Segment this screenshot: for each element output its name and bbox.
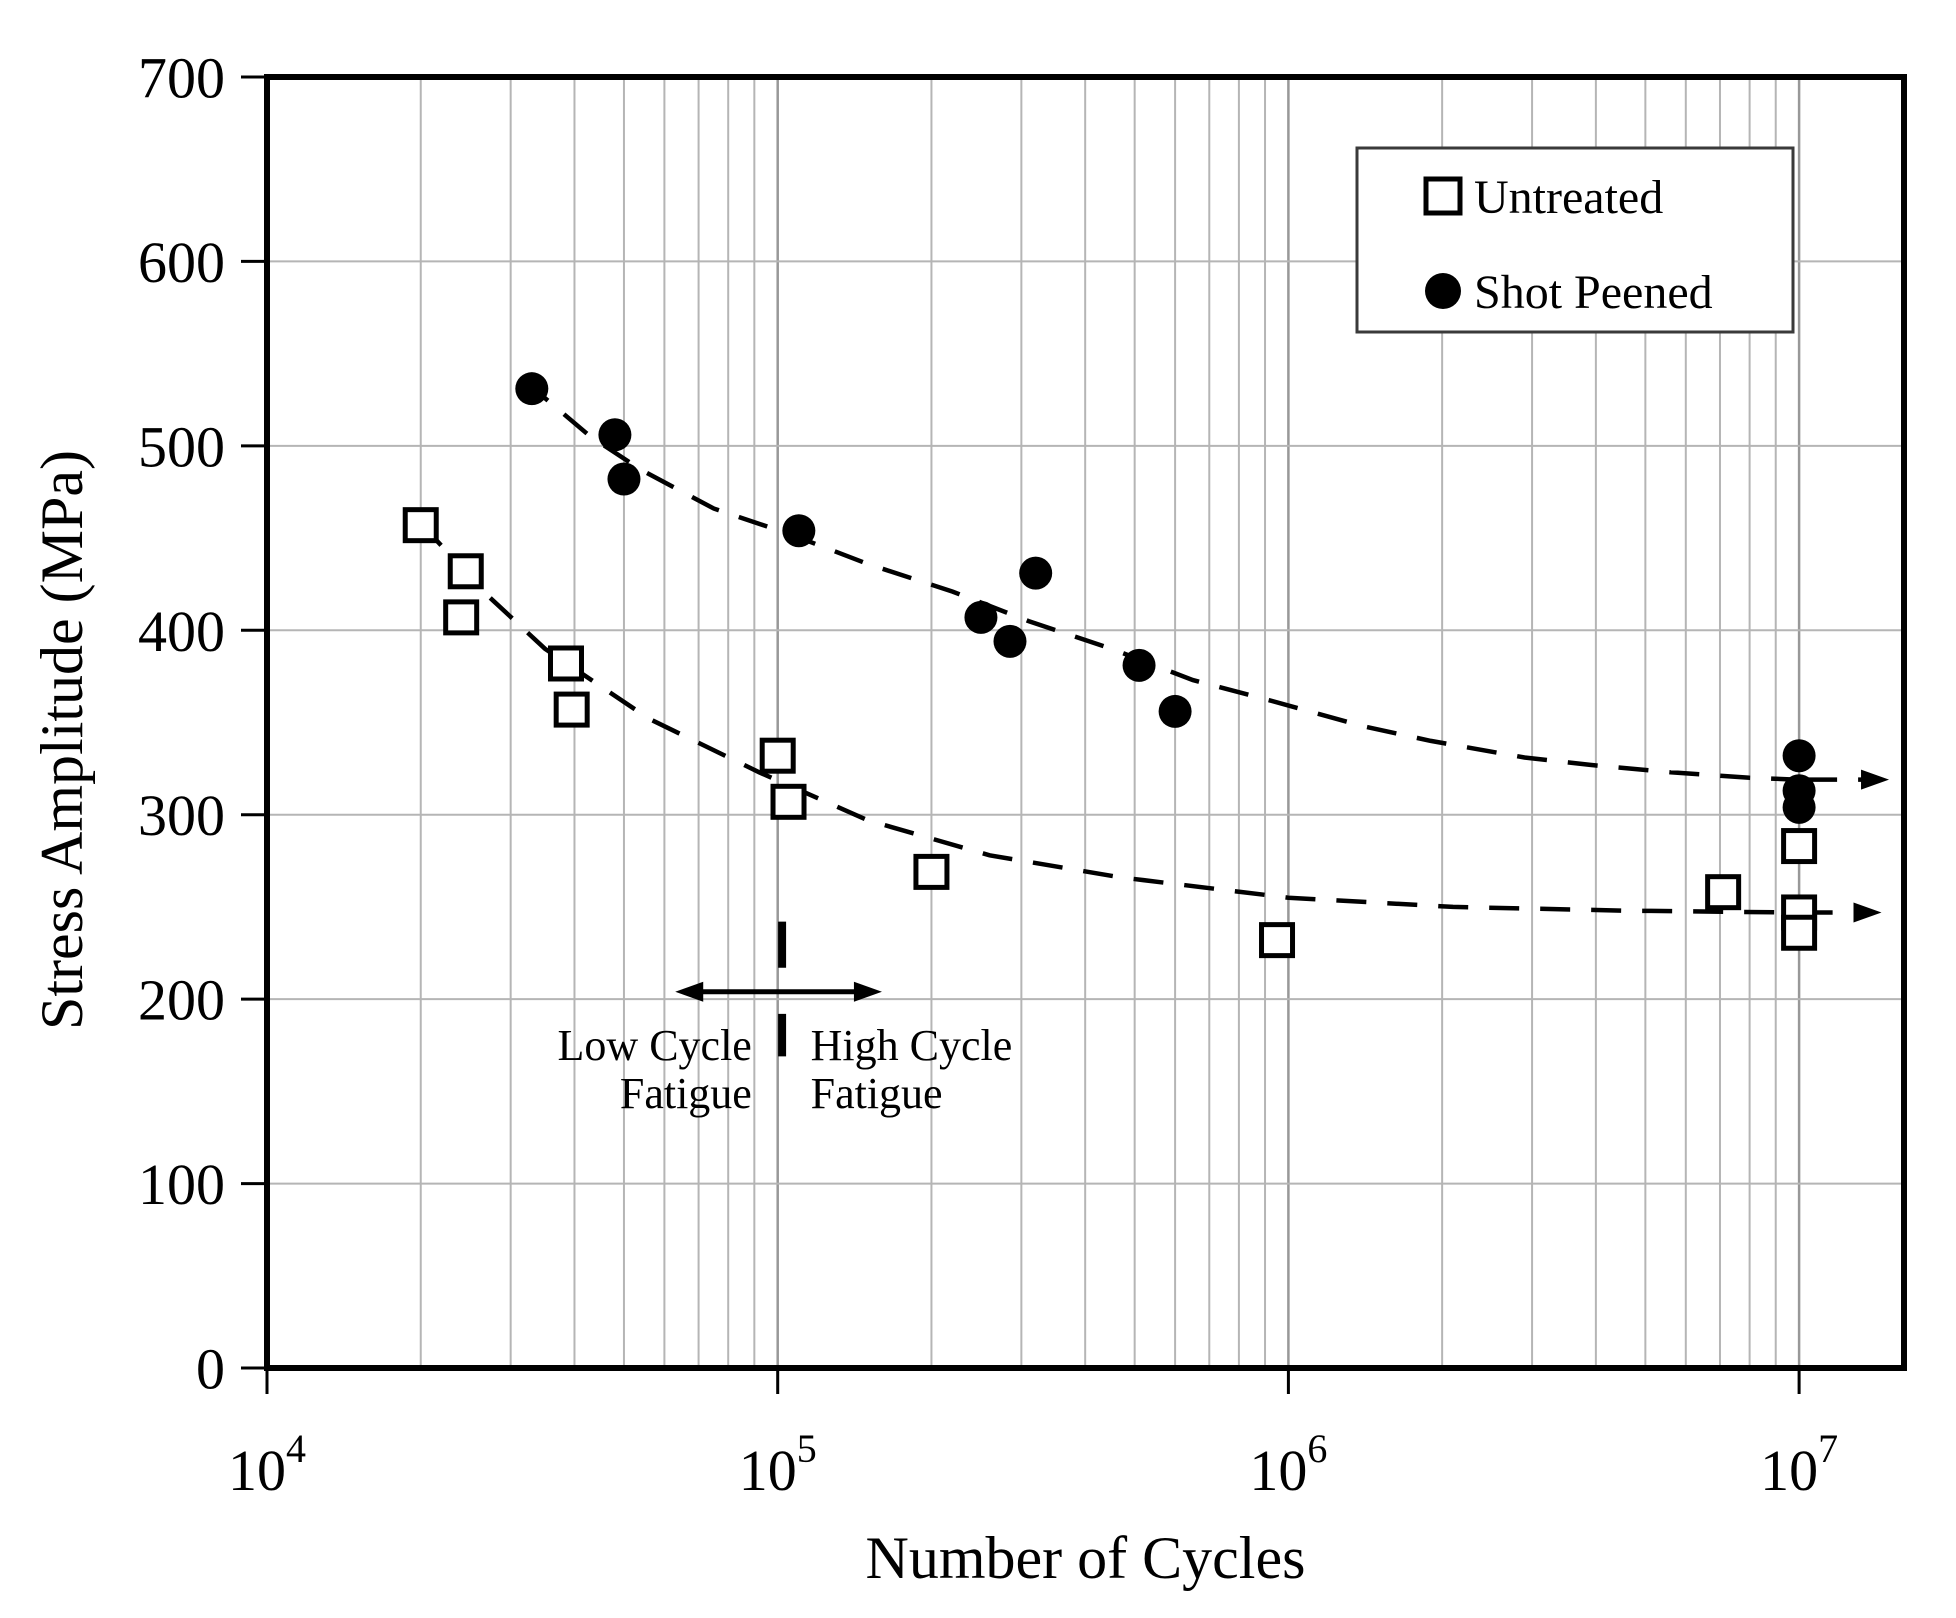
data-point-shot-peened	[598, 418, 632, 452]
plot-border	[264, 74, 1907, 1371]
legend-label: Shot Peened	[1474, 266, 1713, 319]
x-tick-label: 106	[1249, 1426, 1327, 1503]
low-cycle-label: Low Cycle	[558, 1021, 752, 1070]
y-tick-label: 0	[196, 1337, 225, 1402]
x-tick-label: 104	[228, 1426, 306, 1503]
data-point-shot-peened	[782, 514, 816, 548]
data-point-untreated	[759, 737, 796, 774]
trend-lines	[419, 379, 1890, 923]
x-tick-label: 107	[1760, 1426, 1838, 1503]
trend-arrow-head	[1861, 769, 1890, 790]
data-point-untreated	[913, 853, 950, 890]
data-point-shot-peened	[1782, 790, 1816, 824]
high-cycle-label: Fatigue	[811, 1069, 943, 1118]
data-points	[402, 372, 1818, 959]
regime-arrow-head-left	[675, 981, 704, 1002]
data-point-shot-peened	[607, 462, 641, 496]
x-tick-label: 105	[739, 1426, 817, 1503]
legend-label: Untreated	[1474, 171, 1663, 224]
data-point-untreated	[1781, 828, 1818, 865]
legend-marker-open-square	[1423, 176, 1463, 216]
y-tick-label: 500	[138, 414, 225, 479]
legend: Untreated Shot Peened	[1355, 146, 1795, 334]
y-tick-label: 400	[138, 599, 225, 664]
data-point-untreated	[1705, 874, 1742, 911]
y-tick-label: 200	[138, 968, 225, 1033]
data-point-shot-peened	[1122, 648, 1156, 682]
y-tick-label: 600	[138, 230, 225, 295]
data-point-untreated	[1781, 914, 1818, 951]
y-tick-label: 300	[138, 783, 225, 848]
data-point-untreated	[447, 553, 484, 590]
data-point-untreated	[770, 783, 807, 820]
y-tick-label: 700	[138, 46, 225, 111]
axis-ticks: 0 100 200 300 400 500 600 700 104 105 106 107	[138, 46, 1838, 1504]
data-point-untreated	[553, 691, 590, 728]
y-tick-label: 100	[138, 1152, 225, 1217]
trend-arrow-head	[1853, 902, 1882, 923]
data-point-shot-peened	[515, 372, 549, 406]
regime-arrow-head-right	[853, 981, 882, 1002]
gridlines	[267, 77, 1904, 1368]
data-point-shot-peened	[964, 600, 998, 634]
data-point-shot-peened	[1782, 739, 1816, 773]
data-point-shot-peened	[1019, 556, 1053, 590]
data-point-shot-peened	[1158, 694, 1192, 728]
data-point-shot-peened	[993, 624, 1027, 658]
data-point-untreated	[443, 599, 480, 636]
low-cycle-label: Fatigue	[620, 1069, 752, 1118]
x-axis-title: Number of Cycles	[866, 1525, 1306, 1591]
data-point-untreated	[1259, 922, 1296, 959]
trend-line-untreated	[419, 521, 1795, 915]
data-point-untreated	[402, 507, 439, 544]
high-cycle-label: High Cycle	[811, 1021, 1013, 1070]
trend-line-shot-peened	[523, 379, 1800, 782]
y-axis-title: Stress Amplitude (MPa)	[29, 450, 95, 1030]
legend-marker-filled-circle	[1425, 273, 1461, 309]
data-point-untreated	[547, 645, 584, 682]
